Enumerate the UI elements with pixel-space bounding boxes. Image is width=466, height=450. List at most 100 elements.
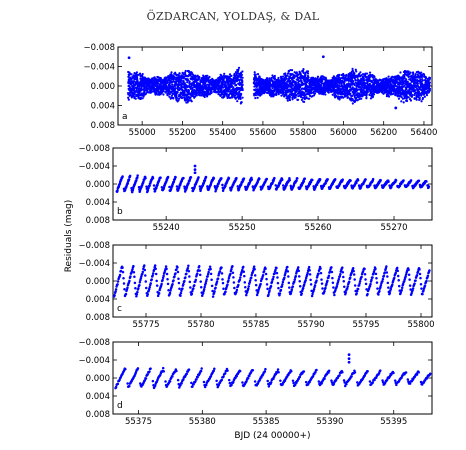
data-point (256, 96, 259, 99)
data-point (296, 98, 300, 101)
data-point (387, 180, 390, 183)
data-point (199, 83, 202, 86)
data-point (127, 96, 130, 99)
data-point (351, 102, 354, 105)
data-point (135, 71, 139, 74)
y-tick-label: 0.000 (86, 180, 110, 190)
data-point (288, 98, 292, 102)
data-point (166, 175, 170, 179)
data-point (415, 98, 418, 101)
data-point (326, 178, 329, 181)
x-tick-label: 55000 (129, 128, 156, 138)
data-point (407, 96, 410, 99)
data-point (318, 178, 322, 181)
data-point (409, 71, 412, 74)
data-point (428, 81, 431, 84)
data-series (115, 164, 431, 194)
data-point (127, 75, 130, 79)
data-point (379, 178, 382, 182)
data-point (421, 79, 424, 82)
data-point (360, 97, 363, 100)
data-point (285, 77, 288, 80)
data-point (227, 177, 231, 180)
data-point (324, 93, 327, 96)
x-tick-label: 55240 (153, 223, 180, 233)
data-point (295, 179, 298, 182)
data-point (288, 178, 291, 182)
data-point (306, 70, 310, 73)
data-point (365, 72, 369, 75)
data-point (333, 177, 337, 181)
data-point (183, 82, 186, 85)
x-tick-label: 55270 (381, 223, 408, 233)
data-point (302, 67, 305, 71)
data-point (286, 72, 290, 75)
data-point (371, 95, 375, 98)
data-point (420, 71, 423, 74)
data-point (175, 97, 179, 100)
data-point (420, 100, 423, 103)
data-point (294, 82, 298, 85)
data-point (204, 175, 208, 179)
data-point (121, 175, 124, 178)
data-point (428, 76, 432, 80)
data-point-outlier (127, 56, 131, 60)
data-point (183, 91, 186, 94)
data-point (305, 96, 308, 99)
x-tick-label: 56400 (410, 128, 437, 138)
data-point (233, 72, 236, 76)
data-point (402, 179, 405, 182)
data-point (373, 75, 376, 79)
y-tick-label: −0.004 (79, 162, 110, 172)
data-point (399, 71, 402, 74)
data-point (418, 96, 421, 99)
data-point (170, 71, 173, 74)
data-point (342, 74, 346, 77)
data-point (204, 82, 207, 85)
data-point (197, 176, 200, 179)
data-point (144, 92, 148, 95)
data-point (132, 80, 135, 83)
data-point (302, 180, 306, 183)
data-point (162, 90, 165, 93)
data-point (349, 179, 352, 182)
data-point (146, 189, 150, 192)
data-point (141, 72, 144, 76)
data-point-outlier (321, 55, 325, 59)
data-point (143, 89, 146, 92)
data-point (302, 100, 306, 104)
y-tick-label: −0.004 (84, 63, 115, 73)
panel-letter: b (117, 207, 123, 217)
data-point (412, 73, 415, 76)
data-point (197, 77, 201, 80)
data-point (176, 91, 179, 94)
running-header: ÖZDARCAN, YOLDAŞ, & DAL (146, 10, 320, 23)
data-point (428, 87, 432, 90)
data-point (387, 95, 391, 98)
data-point (228, 87, 231, 91)
data-point (168, 95, 171, 98)
data-point (362, 77, 366, 80)
data-point (425, 93, 429, 97)
data-point (206, 74, 209, 77)
data-point (423, 95, 426, 98)
data-point (394, 179, 398, 182)
data-point (225, 93, 229, 96)
y-tick-label: 0.004 (91, 102, 115, 112)
x-tick-label: 56000 (330, 128, 357, 138)
data-point (135, 179, 138, 182)
x-tick-label: 55260 (305, 223, 332, 233)
data-point (230, 74, 233, 78)
data-point (351, 67, 354, 70)
data-point (316, 75, 320, 78)
data-point (291, 84, 295, 87)
data-point (220, 88, 223, 92)
data-point (241, 96, 244, 99)
data-point (133, 92, 136, 96)
data-point (254, 94, 258, 97)
x-tick-label: 56200 (370, 128, 397, 138)
data-point (311, 178, 314, 182)
x-tick-label: 55200 (169, 128, 196, 138)
